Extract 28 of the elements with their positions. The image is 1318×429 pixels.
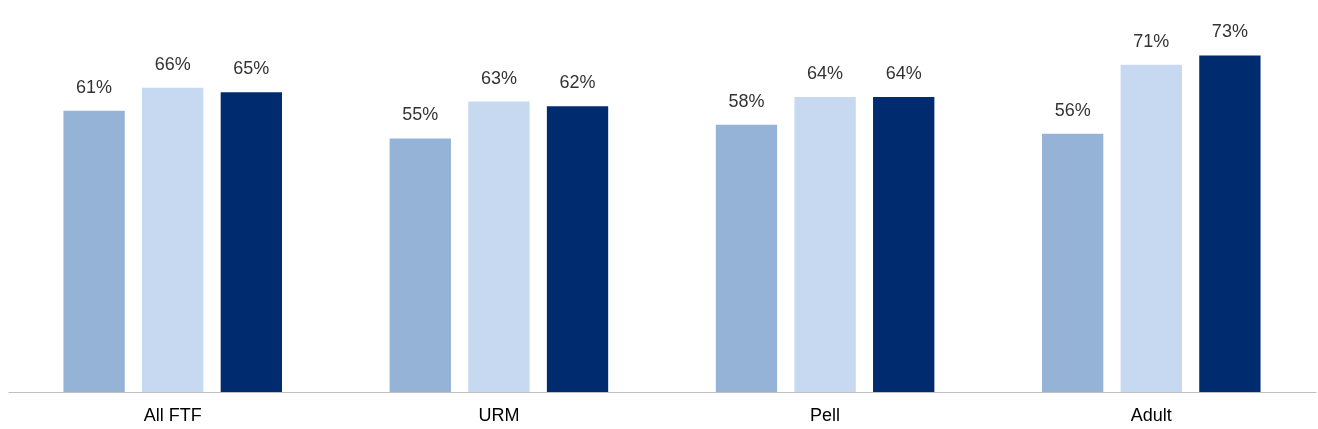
bar	[468, 101, 530, 392]
bar	[794, 96, 856, 392]
data-label: 56%	[1054, 99, 1091, 120]
bar	[715, 124, 778, 392]
bar	[220, 92, 282, 392]
bar	[873, 96, 935, 392]
bar	[546, 106, 609, 392]
bar	[63, 110, 125, 392]
data-label: 55%	[402, 104, 439, 125]
x-tick-label: URM	[478, 404, 520, 425]
bar	[389, 138, 451, 392]
bar	[1120, 64, 1182, 392]
bar	[1199, 55, 1261, 392]
data-label: 63%	[480, 67, 517, 88]
data-label: 71%	[1133, 30, 1170, 51]
data-label: 64%	[885, 62, 922, 83]
x-tick-label: Adult	[1130, 404, 1172, 425]
data-label: 64%	[807, 62, 844, 83]
bar	[1042, 133, 1104, 392]
data-label: 58%	[728, 90, 765, 111]
data-label: 62%	[559, 72, 596, 93]
data-label: 66%	[154, 53, 191, 74]
data-label: 65%	[233, 58, 270, 79]
data-label: 61%	[76, 76, 113, 97]
bar	[142, 87, 204, 392]
data-label: 73%	[1211, 21, 1248, 42]
x-tick-label: All FTF	[143, 404, 202, 425]
x-tick-label: Pell	[810, 404, 841, 425]
